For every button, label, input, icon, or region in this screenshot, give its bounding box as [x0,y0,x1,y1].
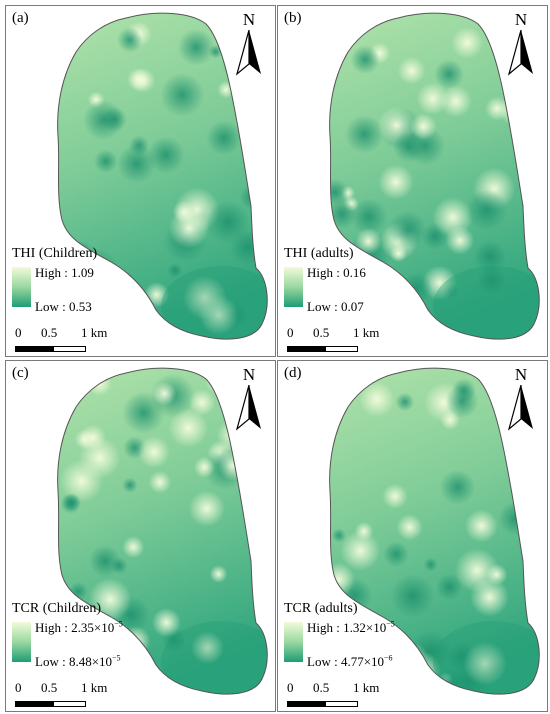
map-panel-a: (a) N THI (Children) High : 1.09 Low : 0… [5,5,276,357]
scale-tick-05: 0.5 [41,325,58,340]
scale-tick-0: 0 [287,325,294,340]
legend-title: THI (Children) [12,246,98,261]
legend-high: High : 1.09 [35,265,94,280]
legend-low: Low : 0.07 [307,299,364,314]
legend-high: High : 1.32×10−5 [307,619,395,635]
north-label: N [242,365,256,384]
scale-bar: 0 0.5 1 km [15,325,145,353]
panel-label: (b) [284,10,302,26]
legend-low: Low : 4.77×10−6 [307,653,393,669]
region-map [329,12,540,340]
region-map [57,12,268,340]
north-label: N [514,365,528,384]
north-arrow-icon: N [231,10,267,76]
region-map [329,367,540,695]
legend-low: Low : 0.53 [35,299,92,314]
scale-segment-dark [15,701,53,707]
north-label: N [242,10,256,29]
north-arrow-icon: N [503,365,539,431]
legend-color-ramp [12,622,31,662]
legend-title: THI (adults) [284,246,354,261]
map-panel-b: (b) N THI (adults) High : 0.16 Low : 0.0… [277,5,548,357]
region-map [57,367,268,695]
concentration-surface [329,13,540,340]
scale-tick-0: 0 [15,325,22,340]
north-arrow-icon: N [231,365,267,431]
scale-bar: 0 0.5 1 km [287,680,417,708]
north-label: N [514,10,528,29]
scale-segment-dark [287,346,325,352]
legend-color-ramp [12,267,31,307]
region-boundary [57,12,268,340]
scale-bar: 0 0.5 1 km [287,325,417,353]
scale-segment-light [325,701,358,707]
legend-title: TCR (adults) [284,601,358,616]
scale-tick-1km: 1 km [353,680,380,695]
scale-tick-0: 0 [15,680,22,695]
panel-label: (c) [12,365,29,381]
scale-segment-light [53,346,86,352]
legend: TCR (Children) High : 2.35×10−5 Low : 8.… [12,601,162,671]
legend-high: High : 0.16 [307,265,366,280]
legend-high: High : 2.35×10−5 [35,619,123,635]
region-boundary [57,367,268,695]
scale-segment-dark [287,701,325,707]
legend: THI (adults) High : 0.16 Low : 0.07 [284,246,434,316]
scale-tick-1km: 1 km [81,325,108,340]
legend-title: TCR (Children) [12,601,102,616]
scale-tick-0: 0 [287,680,294,695]
scale-tick-1km: 1 km [81,680,108,695]
scale-tick-05: 0.5 [313,680,330,695]
scale-tick-05: 0.5 [313,325,330,340]
scale-segment-light [325,346,358,352]
legend: TCR (adults) High : 1.32×10−5 Low : 4.77… [284,601,434,671]
region-boundary [329,12,540,340]
legend-color-ramp [284,622,303,662]
scale-bar: 0 0.5 1 km [15,680,145,708]
legend: THI (Children) High : 1.09 Low : 0.53 [12,246,162,316]
map-panel-c: (c) N TCR (Children) High : 2.35×10−5 Lo… [5,360,276,712]
scale-segment-light [53,701,86,707]
panel-label: (a) [12,10,29,26]
legend-low: Low : 8.48×10−5 [35,653,121,669]
scale-tick-1km: 1 km [353,325,380,340]
scale-tick-05: 0.5 [41,680,58,695]
scale-segment-dark [15,346,53,352]
map-panel-d: (d) N TCR (adults) High : 1.32×10−5 Low … [277,360,548,712]
legend-color-ramp [284,267,303,307]
north-arrow-icon: N [503,10,539,76]
region-boundary [329,367,540,695]
panel-label: (d) [284,365,302,381]
